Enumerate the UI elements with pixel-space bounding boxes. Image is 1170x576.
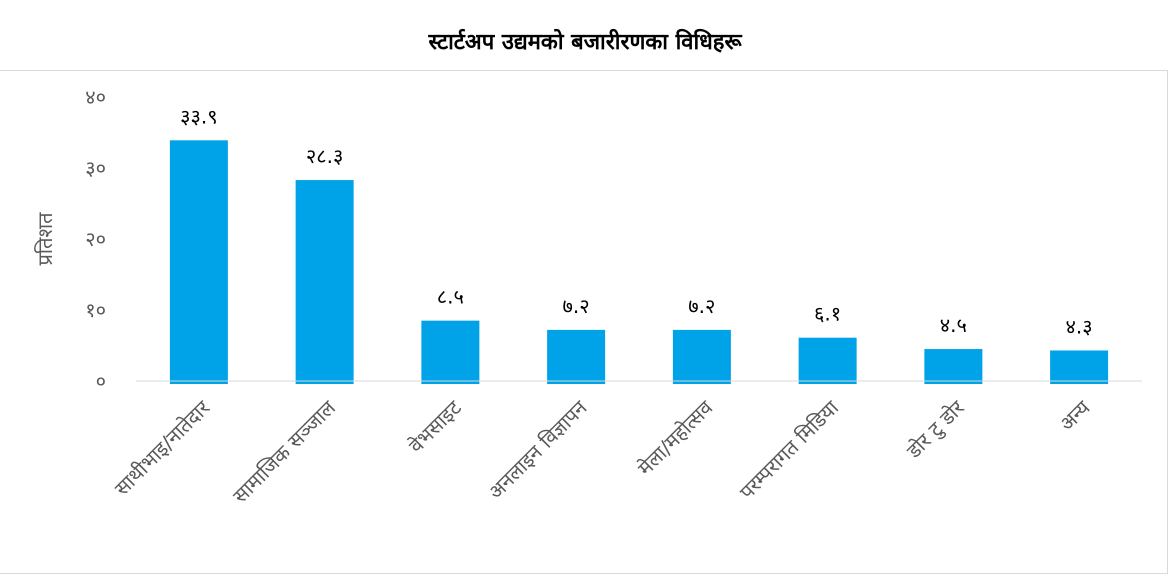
- x-tick-label: अनलाइन विज्ञापन: [483, 395, 592, 504]
- bar: [672, 329, 731, 384]
- data-label: ४.३: [1066, 314, 1093, 338]
- data-label: २८.३: [306, 144, 344, 168]
- x-tick-label: सामाजिक सञ्जाल: [228, 395, 341, 508]
- x-tick-label: डोर टु डोर: [901, 395, 970, 464]
- x-tick-label: साथीभाइ/नातेदार: [110, 395, 215, 500]
- data-label: ३३.९: [180, 104, 218, 128]
- x-tick-label: अन्य: [1055, 395, 1095, 435]
- bar: [547, 329, 606, 384]
- y-tick-label: ४०: [85, 85, 106, 109]
- y-tick-label: १०: [85, 298, 106, 322]
- y-tick-label: ३०: [85, 156, 106, 180]
- bars: [169, 140, 1109, 384]
- y-axis: ० १० २० ३० ४०: [85, 85, 106, 393]
- bar: [295, 180, 354, 384]
- x-tick-label: वेभसाइट: [404, 395, 467, 458]
- y-tick-label: २०: [85, 227, 106, 251]
- bar: [1050, 350, 1109, 384]
- x-tick-label: परम्परागत मिडिया: [735, 395, 844, 504]
- x-tick-label: मेला/महोत्सव: [633, 395, 718, 480]
- data-label: ८.५: [437, 285, 464, 309]
- data-labels: ३३.९ २८.३ ८.५ ७.२ ७.२ ६.१ ४.५ ४.३: [180, 104, 1093, 338]
- y-axis-label: प्रतिशत: [33, 212, 57, 266]
- data-label: ७.२: [688, 294, 715, 318]
- x-axis: साथीभाइ/नातेदार सामाजिक सञ्जाल वेभसाइट अनला…: [110, 380, 1142, 508]
- bar: [924, 349, 983, 384]
- bar: [421, 320, 480, 384]
- data-label: ६.१: [814, 302, 841, 326]
- bar: [798, 337, 857, 384]
- bar: [169, 140, 228, 384]
- data-label: ७.२: [563, 294, 590, 318]
- data-label: ४.५: [940, 313, 967, 337]
- chart-title: स्टार्टअप उद्यमको बजारीरणका विधिहरू: [428, 30, 742, 55]
- y-tick-label: ०: [96, 369, 106, 393]
